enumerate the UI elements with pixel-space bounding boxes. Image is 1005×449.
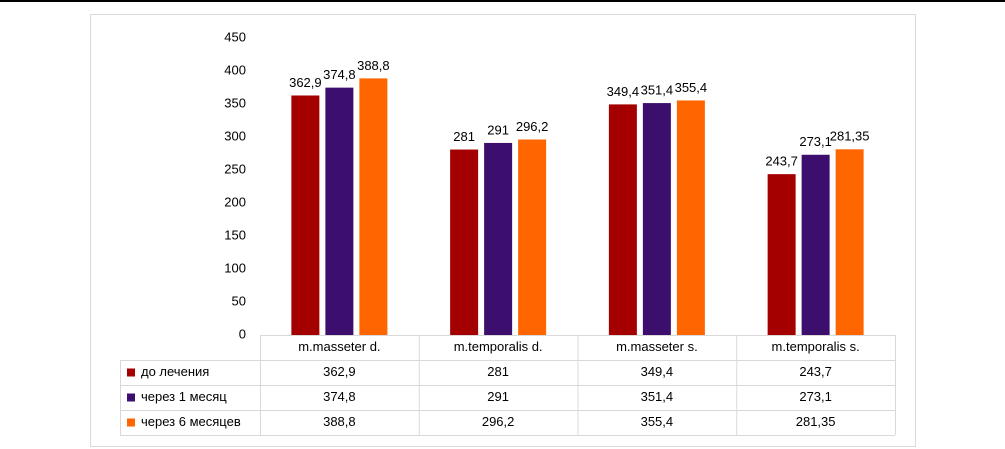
y-tick-label: 250 (224, 161, 246, 176)
table-cell: 355,4 (641, 414, 674, 429)
data-label: 243,7 (765, 154, 798, 169)
x-tick-label: m.temporalis d. (454, 339, 543, 354)
table-cell: 349,4 (641, 364, 674, 379)
table-cell: 296,2 (482, 414, 515, 429)
bar (801, 154, 830, 335)
legend-key (127, 418, 135, 427)
legend-label: через 1 месяц (141, 389, 227, 404)
data-label: 296,2 (516, 119, 549, 134)
bar (642, 103, 671, 336)
table-cell: 351,4 (641, 389, 674, 404)
y-tick-label: 300 (224, 128, 246, 143)
table-cell: 281 (487, 364, 509, 379)
bar (518, 139, 547, 335)
legend-key (127, 393, 135, 402)
bar (676, 100, 705, 335)
data-label: 355,4 (675, 80, 708, 95)
data-label: 351,4 (641, 83, 674, 98)
bar (450, 149, 479, 335)
table-cell: 243,7 (799, 364, 832, 379)
legend-label: через 6 месяцев (141, 414, 241, 429)
bar (835, 149, 864, 335)
x-tick-label: m.temporalis s. (772, 339, 860, 354)
y-tick-label: 50 (232, 293, 246, 308)
bar (608, 104, 637, 336)
bar (325, 87, 354, 335)
y-tick-label: 450 (224, 29, 246, 44)
table-cell: 281,35 (796, 414, 836, 429)
table-cell: 273,1 (799, 389, 832, 404)
data-label: 362,9 (289, 75, 322, 90)
y-tick-label: 100 (224, 260, 246, 275)
data-label: 273,1 (799, 134, 832, 149)
data-label: 291 (487, 122, 509, 137)
bar (291, 95, 320, 336)
y-tick-label: 0 (239, 326, 246, 341)
bar (767, 174, 796, 335)
table-cell: 374,8 (323, 389, 356, 404)
table-cell: 362,9 (323, 364, 356, 379)
data-label: 281 (453, 129, 475, 144)
table-cell: 291 (487, 389, 509, 404)
legend-label: до лечения (141, 364, 209, 379)
data-label: 388,8 (357, 58, 390, 73)
data-label: 349,4 (607, 84, 640, 99)
chart-frame (90, 14, 916, 447)
bar (484, 142, 513, 335)
legend-key (127, 368, 135, 377)
y-tick-label: 200 (224, 194, 246, 209)
table-cell: 388,8 (323, 414, 356, 429)
data-label: 281,35 (830, 129, 870, 144)
x-tick-label: m.masseter d. (298, 339, 380, 354)
y-tick-label: 350 (224, 95, 246, 110)
data-label: 374,8 (323, 67, 356, 82)
y-tick-label: 400 (224, 62, 246, 77)
x-tick-label: m.masseter s. (616, 339, 698, 354)
bar (359, 78, 388, 335)
y-tick-label: 150 (224, 227, 246, 242)
